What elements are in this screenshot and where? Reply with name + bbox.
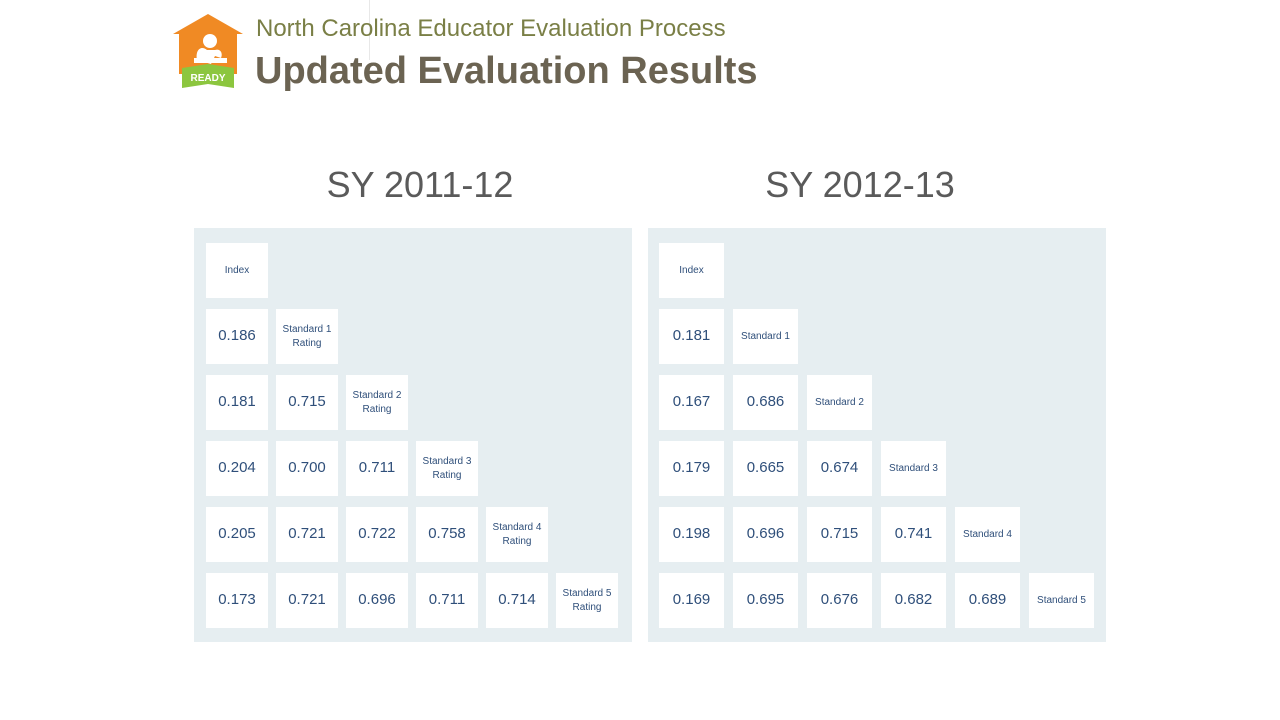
correlation-matrix-2012-13: Index 0.181 Standard 1 0.167 0.686 Standard 2… bbox=[648, 228, 1106, 642]
matrix-header-cell: Standard 3 Rating bbox=[416, 441, 478, 496]
matrix-value-cell: 0.205 bbox=[206, 507, 268, 562]
matrix-value-cell: 0.700 bbox=[276, 441, 338, 496]
ready-logo: READY bbox=[171, 12, 245, 90]
matrix-value-cell: 0.711 bbox=[416, 573, 478, 628]
matrix-header-cell: Standard 1 Rating bbox=[276, 309, 338, 364]
ready-logo-icon: READY bbox=[173, 14, 243, 88]
matrix-header-cell: Standard 3 bbox=[881, 441, 946, 496]
matrix-value-cell: 0.186 bbox=[206, 309, 268, 364]
matrix-value-cell: 0.173 bbox=[206, 573, 268, 628]
correlation-matrix-2011-12: Index 0.186 Standard 1 Rating 0.181 0.715 Sta… bbox=[194, 228, 632, 642]
matrix-value-cell: 0.714 bbox=[486, 573, 548, 628]
matrix-header-cell: Standard 5 Rating bbox=[556, 573, 618, 628]
matrix-value-cell: 0.711 bbox=[346, 441, 408, 496]
matrix-value-cell: 0.689 bbox=[955, 573, 1020, 628]
matrix-value-cell: 0.204 bbox=[206, 441, 268, 496]
matrix-value-cell: 0.179 bbox=[659, 441, 724, 496]
matrix-value-cell: 0.181 bbox=[659, 309, 724, 364]
matrix-value-cell: 0.198 bbox=[659, 507, 724, 562]
matrix-value-cell: 0.674 bbox=[807, 441, 872, 496]
header-divider bbox=[369, 0, 370, 60]
matrix-value-cell: 0.682 bbox=[881, 573, 946, 628]
matrix-header-cell: Standard 5 bbox=[1029, 573, 1094, 628]
page-subtitle: North Carolina Educator Evaluation Proce… bbox=[256, 15, 726, 42]
matrix-value-cell: 0.741 bbox=[881, 507, 946, 562]
matrix-header-cell: Standard 2 bbox=[807, 375, 872, 430]
matrix-value-cell: 0.715 bbox=[276, 375, 338, 430]
matrix-header-cell: Standard 1 bbox=[733, 309, 798, 364]
matrix-value-cell: 0.686 bbox=[733, 375, 798, 430]
svg-text:READY: READY bbox=[190, 73, 225, 84]
matrix-value-cell: 0.696 bbox=[346, 573, 408, 628]
matrix-value-cell: 0.721 bbox=[276, 507, 338, 562]
page-title: Updated Evaluation Results bbox=[255, 50, 758, 92]
matrix-header-cell: Index bbox=[659, 243, 724, 298]
matrix-header-cell: Standard 2 Rating bbox=[346, 375, 408, 430]
matrix-header-cell: Index bbox=[206, 243, 268, 298]
year-label-2012-13: SY 2012-13 bbox=[765, 164, 955, 205]
matrix-value-cell: 0.676 bbox=[807, 573, 872, 628]
matrix-value-cell: 0.721 bbox=[276, 573, 338, 628]
matrix-value-cell: 0.695 bbox=[733, 573, 798, 628]
matrix-value-cell: 0.665 bbox=[733, 441, 798, 496]
matrix-value-cell: 0.722 bbox=[346, 507, 408, 562]
matrix-value-cell: 0.715 bbox=[807, 507, 872, 562]
year-label-2011-12: SY 2011-12 bbox=[326, 164, 514, 205]
matrix-value-cell: 0.758 bbox=[416, 507, 478, 562]
matrix-header-cell: Standard 4 Rating bbox=[486, 507, 548, 562]
matrix-value-cell: 0.181 bbox=[206, 375, 268, 430]
matrix-value-cell: 0.696 bbox=[733, 507, 798, 562]
matrix-value-cell: 0.169 bbox=[659, 573, 724, 628]
matrix-value-cell: 0.167 bbox=[659, 375, 724, 430]
matrix-header-cell: Standard 4 bbox=[955, 507, 1020, 562]
